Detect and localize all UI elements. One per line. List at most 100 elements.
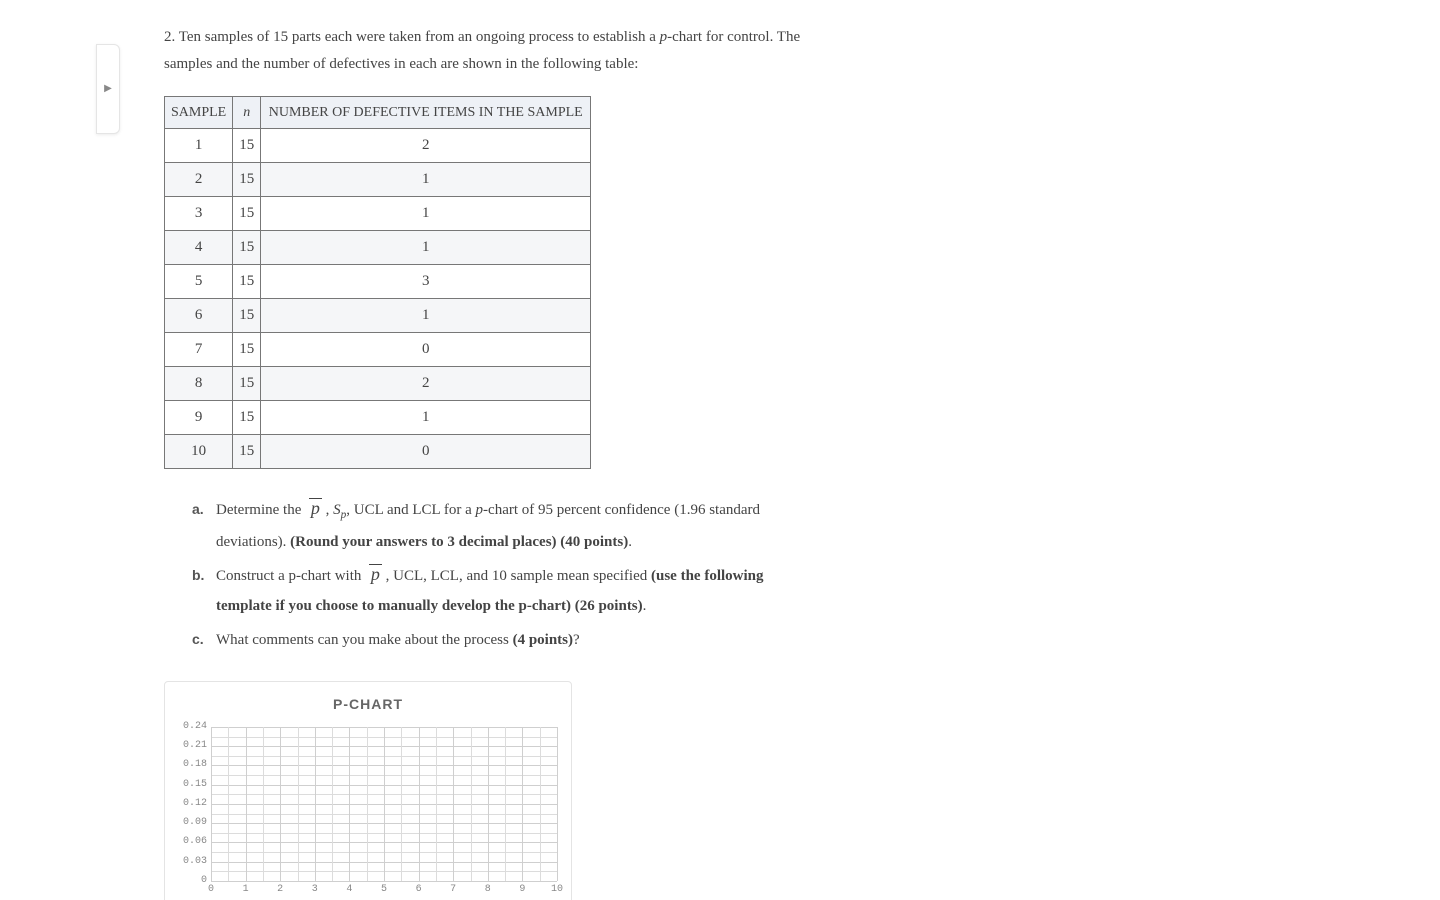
table-row: 8152 bbox=[165, 367, 591, 401]
table-cell-def: 2 bbox=[261, 367, 591, 401]
table-cell-sample: 4 bbox=[165, 231, 233, 265]
table-cell-n: 15 bbox=[233, 163, 261, 197]
chart-x-gridline bbox=[246, 727, 247, 881]
pbar-symbol-b: p bbox=[369, 565, 382, 583]
table-row: 7150 bbox=[165, 333, 591, 367]
question-c-text1: What comments can you make about the pro… bbox=[216, 632, 513, 648]
question-c-body: What comments can you make about the pro… bbox=[216, 625, 580, 655]
question-a-text1: Determine the bbox=[216, 502, 305, 518]
question-a-body: Determine the p , Sp, UCL and LCL for a … bbox=[216, 495, 760, 557]
table-cell-sample: 3 bbox=[165, 197, 233, 231]
chart-x-gridline bbox=[211, 727, 212, 881]
p-chart-template: P-CHART 00.030.060.090.120.150.180.210.2… bbox=[164, 681, 572, 900]
table-cell-sample: 7 bbox=[165, 333, 233, 367]
table-cell-n: 15 bbox=[233, 367, 261, 401]
chart-x-tick-label: 9 bbox=[519, 881, 525, 899]
table-cell-n: 15 bbox=[233, 231, 261, 265]
chart-x-gridline bbox=[453, 727, 454, 881]
table-row: 4151 bbox=[165, 231, 591, 265]
questions-list: a. Determine the p , Sp, UCL and LCL for… bbox=[192, 495, 952, 655]
chart-title: P-CHART bbox=[173, 692, 563, 717]
chart-x-tick-label: 0 bbox=[208, 881, 214, 899]
table-row: 10150 bbox=[165, 435, 591, 469]
table-cell-n: 15 bbox=[233, 265, 261, 299]
table-row: 3151 bbox=[165, 197, 591, 231]
table-cell-def: 1 bbox=[261, 197, 591, 231]
chart-x-tick-label: 7 bbox=[450, 881, 456, 899]
table-header-row: SAMPLE n NUMBER OF DEFECTIVE ITEMS IN TH… bbox=[165, 97, 591, 129]
table-cell-def: 0 bbox=[261, 333, 591, 367]
table-cell-n: 15 bbox=[233, 435, 261, 469]
table-cell-n: 15 bbox=[233, 197, 261, 231]
table-cell-def: 0 bbox=[261, 435, 591, 469]
chart-x-tick-label: 6 bbox=[416, 881, 422, 899]
chart-x-gridline bbox=[349, 727, 350, 881]
chart-y-tick-label: 0.09 bbox=[173, 814, 207, 832]
th-n: n bbox=[233, 97, 261, 129]
chart-x-minor-gridline bbox=[298, 727, 299, 881]
question-c-label: c. bbox=[192, 625, 216, 655]
table-cell-sample: 8 bbox=[165, 367, 233, 401]
chart-x-tick-label: 5 bbox=[381, 881, 387, 899]
intro-text-1: 2. Ten samples of 15 parts each were tak… bbox=[164, 29, 660, 45]
question-a: a. Determine the p , Sp, UCL and LCL for… bbox=[192, 495, 952, 557]
chart-x-minor-gridline bbox=[401, 727, 402, 881]
chart-area: 00.030.060.090.120.150.180.210.240123456… bbox=[173, 723, 563, 900]
chart-y-tick-label: 0 bbox=[173, 872, 207, 890]
chart-x-tick-label: 4 bbox=[346, 881, 352, 899]
intro-text-1-tail: -chart for control. The bbox=[667, 29, 800, 45]
table-cell-n: 15 bbox=[233, 299, 261, 333]
chevron-right-icon: ▶ bbox=[104, 80, 112, 98]
th-sample: SAMPLE bbox=[165, 97, 233, 129]
table-row: 9151 bbox=[165, 401, 591, 435]
chart-y-tick-label: 0.12 bbox=[173, 795, 207, 813]
question-b-label: b. bbox=[192, 561, 216, 621]
chart-x-gridline bbox=[315, 727, 316, 881]
question-b-text2: , UCL, LCL, and 10 sample mean specified bbox=[382, 568, 651, 584]
chart-y-tick-label: 0.06 bbox=[173, 833, 207, 851]
chart-x-minor-gridline bbox=[436, 727, 437, 881]
question-c-bold: (4 points) bbox=[513, 632, 573, 648]
table-cell-sample: 5 bbox=[165, 265, 233, 299]
question-c-q: ? bbox=[573, 632, 580, 648]
question-c: c. What comments can you make about the … bbox=[192, 625, 952, 655]
chart-x-gridline bbox=[557, 727, 558, 881]
chart-x-tick-label: 3 bbox=[312, 881, 318, 899]
table-cell-def: 1 bbox=[261, 299, 591, 333]
question-a-text3: , UCL and LCL for a bbox=[346, 502, 475, 518]
question-a-bold: (Round your answers to 3 decimal places)… bbox=[290, 534, 628, 550]
chart-x-gridline bbox=[384, 727, 385, 881]
chart-x-gridline bbox=[522, 727, 523, 881]
chart-x-minor-gridline bbox=[263, 727, 264, 881]
content-area: 2. Ten samples of 15 parts each were tak… bbox=[164, 24, 1164, 900]
question-b-bold2: template if you choose to manually devel… bbox=[216, 598, 643, 614]
chart-y-tick-label: 0.15 bbox=[173, 776, 207, 794]
table-cell-def: 1 bbox=[261, 401, 591, 435]
table-cell-def: 3 bbox=[261, 265, 591, 299]
table-row: 1152 bbox=[165, 129, 591, 163]
table-row: 2151 bbox=[165, 163, 591, 197]
defectives-table: SAMPLE n NUMBER OF DEFECTIVE ITEMS IN TH… bbox=[164, 96, 591, 469]
chart-x-tick-label: 1 bbox=[243, 881, 249, 899]
chart-x-gridline bbox=[419, 727, 420, 881]
chart-x-minor-gridline bbox=[332, 727, 333, 881]
chart-x-gridline bbox=[488, 727, 489, 881]
chart-x-tick-label: 10 bbox=[551, 881, 563, 899]
question-b-text1: Construct a p-chart with bbox=[216, 568, 365, 584]
chart-y-tick-label: 0.03 bbox=[173, 853, 207, 871]
question-a-period: . bbox=[628, 534, 632, 550]
table-cell-def: 1 bbox=[261, 231, 591, 265]
chart-x-minor-gridline bbox=[228, 727, 229, 881]
chart-x-minor-gridline bbox=[367, 727, 368, 881]
chart-x-minor-gridline bbox=[505, 727, 506, 881]
table-cell-n: 15 bbox=[233, 333, 261, 367]
expand-side-tab[interactable]: ▶ bbox=[96, 44, 120, 134]
question-b-body: Construct a p-chart with p , UCL, LCL, a… bbox=[216, 561, 764, 621]
question-a-label: a. bbox=[192, 495, 216, 557]
table-cell-sample: 1 bbox=[165, 129, 233, 163]
chart-x-gridline bbox=[280, 727, 281, 881]
p-italic: p bbox=[476, 502, 484, 518]
table-cell-n: 15 bbox=[233, 401, 261, 435]
chart-x-minor-gridline bbox=[540, 727, 541, 881]
page: ▶ 2. Ten samples of 15 parts each were t… bbox=[0, 0, 1440, 900]
